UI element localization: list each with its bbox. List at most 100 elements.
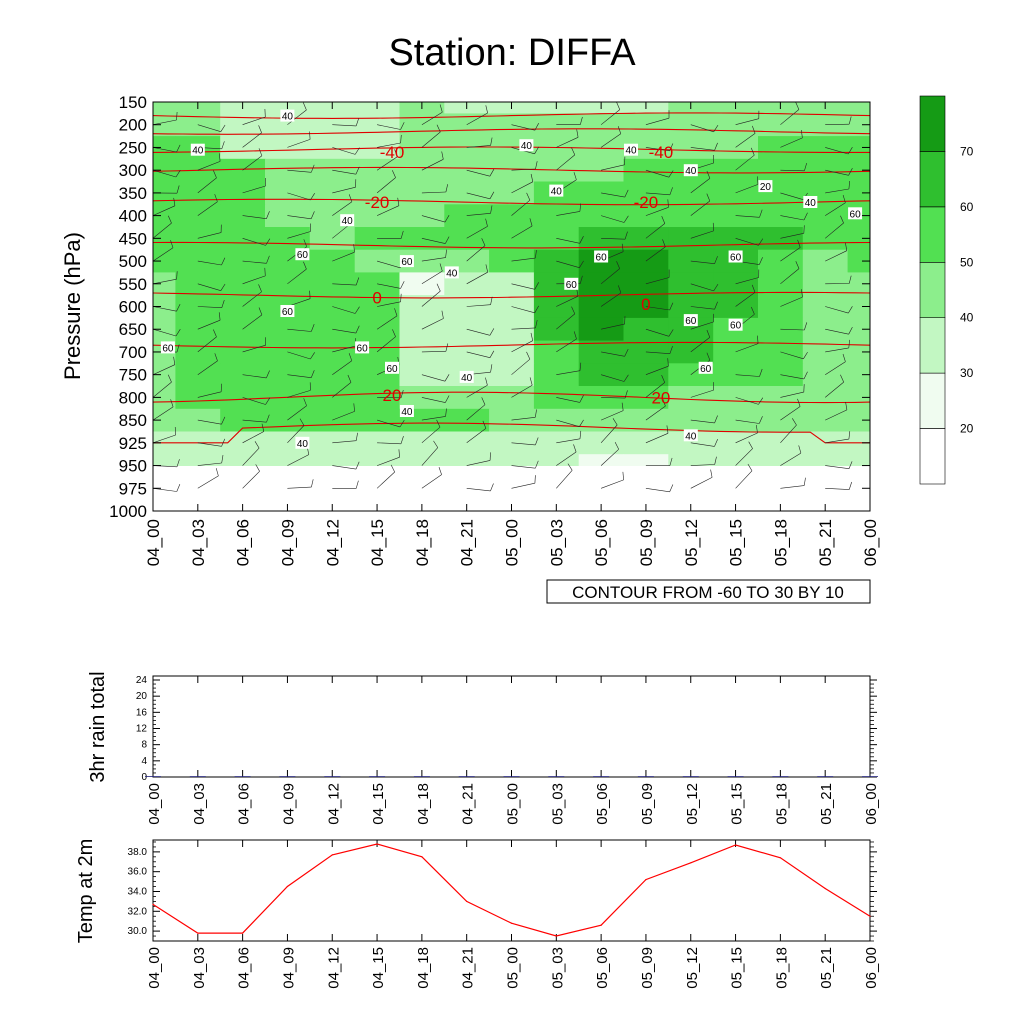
y-tick-label: 950 bbox=[119, 457, 147, 476]
contour-note-box: CONTOUR FROM -60 TO 30 BY 10 bbox=[547, 580, 870, 603]
x-tick-label: 05_09 bbox=[639, 783, 656, 825]
fill-contour-label-text: 60 bbox=[566, 280, 578, 291]
fill-contour-label: 40 bbox=[295, 437, 309, 450]
colorbar-box bbox=[920, 207, 945, 262]
x-tick-label: 04_00 bbox=[146, 783, 163, 825]
rain-bar bbox=[369, 776, 385, 777]
temperature-y-label: Temp at 2m bbox=[75, 839, 97, 943]
humidity-cell bbox=[668, 204, 713, 227]
fill-contour-label-text: 60 bbox=[700, 364, 712, 375]
x-tick-label: 05_21 bbox=[818, 947, 835, 989]
humidity-cell bbox=[310, 227, 355, 250]
temperature-point bbox=[377, 843, 378, 844]
x-tick-label: 05_18 bbox=[773, 783, 790, 825]
fill-contour-label: 40 bbox=[460, 371, 474, 384]
wind-barb-flag bbox=[885, 170, 888, 177]
humidity-cell bbox=[668, 182, 713, 205]
fill-contour-label-text: 40 bbox=[297, 439, 309, 450]
wind-barb-shaft bbox=[870, 237, 894, 238]
fill-contour-label: 40 bbox=[803, 196, 817, 209]
fill-contour-label: 60 bbox=[729, 319, 743, 332]
rain-bar bbox=[190, 776, 206, 777]
temperature-point bbox=[332, 854, 333, 855]
x-tick-label: 04_03 bbox=[191, 783, 208, 825]
x-tick-label: 04_12 bbox=[323, 519, 342, 566]
temperature-point bbox=[601, 925, 602, 926]
fill-contour-label: 40 bbox=[280, 110, 294, 123]
x-tick-label: 04_03 bbox=[189, 519, 208, 566]
rain-bar bbox=[548, 776, 564, 777]
rain-y-tick-label: 20 bbox=[136, 691, 148, 702]
isotherm-label: 0 bbox=[372, 288, 381, 307]
wind-barb-flag bbox=[893, 123, 897, 130]
temperature-point bbox=[690, 862, 691, 863]
x-tick-label: 04_06 bbox=[234, 519, 253, 566]
fill-contour-label-text: 60 bbox=[685, 316, 697, 327]
x-tick-label: 05_09 bbox=[637, 519, 656, 566]
fill-contour-label: 40 bbox=[684, 429, 698, 442]
fill-contour-label-text: 60 bbox=[850, 209, 862, 220]
fill-contour-label-text: 40 bbox=[192, 146, 204, 157]
colorbar-box bbox=[920, 151, 945, 206]
x-tick-label: 04_03 bbox=[191, 947, 208, 989]
x-tick-label: 04_12 bbox=[325, 783, 342, 825]
y-tick-label: 350 bbox=[119, 184, 147, 203]
humidity-cell bbox=[220, 136, 265, 159]
humidity-cell bbox=[534, 454, 579, 466]
x-tick-label: 05_18 bbox=[773, 947, 790, 989]
wind-barb-flag bbox=[890, 356, 892, 364]
humidity-cell bbox=[265, 136, 310, 159]
colorbar-label: 70 bbox=[960, 144, 974, 158]
rain-bar bbox=[324, 776, 340, 777]
y-tick-label: 250 bbox=[119, 138, 147, 157]
rain-y-label: 3hr rain total bbox=[87, 671, 109, 782]
x-tick-label: 05_18 bbox=[771, 519, 790, 566]
rain-bar bbox=[235, 776, 251, 777]
rain-bar bbox=[817, 776, 833, 777]
humidity-cell bbox=[220, 318, 265, 341]
wind-barb-shaft bbox=[870, 158, 891, 170]
colorbar-label: 50 bbox=[960, 255, 974, 269]
isotherm-label: -20 bbox=[365, 193, 390, 212]
colorbar-box bbox=[920, 262, 945, 317]
fill-contour-label-text: 60 bbox=[162, 343, 174, 354]
colorbar-box bbox=[920, 373, 945, 428]
x-tick-label: 05_06 bbox=[594, 783, 611, 825]
rain-bar bbox=[279, 776, 295, 777]
fill-contour-label: 60 bbox=[848, 207, 862, 220]
rain-y-tick-label: 12 bbox=[136, 724, 148, 735]
humidity-cell bbox=[175, 454, 220, 466]
x-tick-label: 05_03 bbox=[549, 783, 566, 825]
x-tick-label: 04_00 bbox=[144, 519, 163, 566]
y-tick-label: 400 bbox=[119, 207, 147, 226]
wind-barb-flag bbox=[894, 137, 895, 145]
x-tick-label: 04_18 bbox=[413, 519, 432, 566]
humidity-cell bbox=[400, 432, 445, 455]
x-tick-label: 05_06 bbox=[592, 519, 611, 566]
fill-contour-label-text: 40 bbox=[685, 431, 697, 442]
humidity-cell bbox=[713, 341, 758, 364]
isotherm-label: -20 bbox=[634, 193, 659, 212]
colorbar-label: 30 bbox=[960, 366, 974, 380]
wind-barb-shaft bbox=[870, 125, 893, 131]
humidity-cell bbox=[489, 341, 534, 364]
humidity-cell bbox=[713, 454, 758, 466]
fill-contour-label: 60 bbox=[729, 251, 743, 264]
wind-barb-shaft bbox=[870, 317, 891, 329]
fill-contour-label: 40 bbox=[340, 214, 354, 227]
humidity-cell bbox=[310, 454, 355, 466]
fill-contour-label-text: 40 bbox=[521, 141, 533, 152]
rain-frame bbox=[153, 676, 870, 777]
rain-y-tick-label: 16 bbox=[136, 707, 148, 718]
x-tick-label: 05_00 bbox=[505, 783, 522, 825]
humidity-cell bbox=[265, 409, 310, 432]
fill-contour-label-text: 60 bbox=[401, 257, 413, 268]
x-tick-label: 05_12 bbox=[684, 947, 701, 989]
fill-contour-label: 60 bbox=[385, 362, 399, 375]
humidity-cell bbox=[175, 318, 220, 341]
rain-y-tick-label: 24 bbox=[136, 675, 148, 686]
x-tick-label: 06_00 bbox=[863, 947, 880, 989]
